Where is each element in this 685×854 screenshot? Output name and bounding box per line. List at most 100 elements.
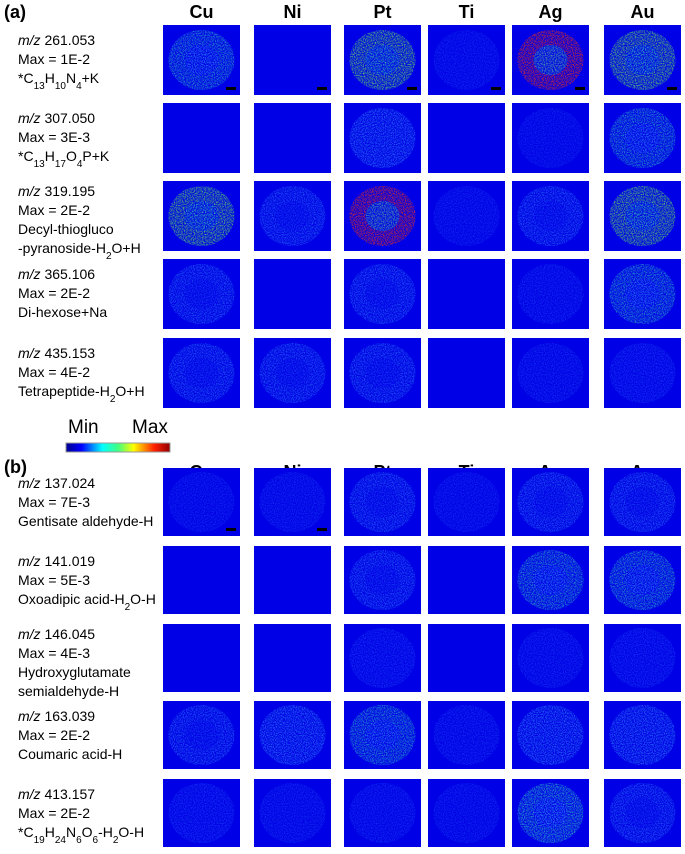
image-background [254, 25, 331, 95]
image-signal [168, 472, 235, 532]
image-signal [259, 472, 326, 532]
inner-core [365, 798, 400, 828]
text-segment: m/z [18, 475, 41, 491]
inner-core [365, 123, 400, 153]
scale-bar [407, 87, 417, 90]
image-signal [609, 472, 676, 532]
image-background [254, 624, 331, 692]
ms-image [163, 701, 240, 769]
text-segment: m/z [18, 553, 41, 569]
ms-image [604, 103, 681, 173]
image-signal [168, 705, 235, 765]
text-segment: N [66, 70, 76, 86]
text-segment: 2 [110, 394, 116, 405]
row-label: m/z 319.195 Max = 2E-2 Decyl-thiogluco -pyr… [18, 183, 141, 262]
image-signal [609, 705, 676, 765]
column-header: Cu [190, 2, 214, 22]
inner-core [625, 643, 660, 673]
inner-core [625, 279, 660, 309]
ms-image [163, 468, 240, 536]
ms-image [428, 181, 505, 251]
text-segment: m/z [18, 183, 41, 199]
ms-image [254, 624, 331, 692]
text-segment: P+K [82, 148, 110, 164]
text-segment: H [45, 148, 55, 164]
inner-core [449, 487, 484, 517]
ms-image [344, 624, 421, 692]
image-signal [259, 783, 326, 843]
panel-label: (b) [4, 457, 27, 477]
text-segment: H [45, 824, 55, 840]
image-signal [168, 30, 235, 90]
text-segment: m/z [18, 266, 41, 282]
image-signal [349, 186, 416, 246]
scale-bar [317, 87, 327, 90]
ms-image [254, 259, 331, 329]
panel-label: (a) [4, 2, 26, 22]
text-segment: Decyl-thiogluco [18, 221, 114, 237]
ms-image [254, 468, 331, 536]
image-background [254, 103, 331, 173]
image-signal [609, 550, 676, 610]
ms-image [604, 624, 681, 692]
image-signal [349, 343, 416, 403]
image-signal [168, 783, 235, 843]
text-segment: Max = 2E-2 [18, 727, 90, 743]
ms-image [428, 468, 505, 536]
ms-image [344, 259, 421, 329]
text-segment: 435.153 [41, 345, 96, 361]
image-signal [259, 186, 326, 246]
row-label: m/z 435.153 Max = 4E-2 Tetrapeptide-H2O+H [18, 345, 145, 405]
inner-core [184, 358, 219, 388]
text-segment: m/z [18, 708, 41, 724]
inner-core [184, 45, 219, 75]
ms-image [344, 701, 421, 769]
inner-core [449, 201, 484, 231]
inner-core [449, 720, 484, 750]
text-segment: Max = 2E-2 [18, 202, 90, 218]
ms-image [163, 779, 240, 847]
text-segment: O-H [130, 591, 156, 607]
scale-bar [667, 87, 677, 90]
inner-core [533, 643, 568, 673]
ms-image [344, 546, 421, 614]
text-segment: m/z [18, 786, 41, 802]
row-label: m/z 365.106 Max = 2E-2 Di-hexose+Na [18, 266, 107, 320]
text-segment: 4 [76, 81, 82, 92]
text-segment: *C [18, 148, 34, 164]
ms-image [512, 468, 589, 536]
text-segment: 413.157 [41, 786, 96, 802]
image-signal [349, 783, 416, 843]
text-segment: Max = 4E-2 [18, 364, 90, 380]
inner-core [365, 358, 400, 388]
row-label: m/z 413.157 Max = 2E-2 *C19H24N6O6-H2O-H [18, 786, 144, 846]
text-segment: 6 [76, 835, 82, 846]
image-signal [259, 343, 326, 403]
text-segment: Max = 2E-2 [18, 285, 90, 301]
ms-image [428, 624, 505, 692]
ms-image [604, 181, 681, 251]
ms-image [254, 546, 331, 614]
text-segment: m/z [18, 345, 41, 361]
image-signal [517, 108, 584, 168]
inner-core [625, 565, 660, 595]
image-signal [517, 343, 584, 403]
ms-image [254, 103, 331, 173]
inner-core [365, 565, 400, 595]
inner-core [625, 798, 660, 828]
ms-image [254, 779, 331, 847]
scale-bar [491, 87, 501, 90]
ms-image [604, 468, 681, 536]
text-segment: Gentisate aldehyde-H [18, 513, 153, 529]
ms-image [428, 259, 505, 329]
text-segment: 2 [113, 835, 119, 846]
text-segment: 137.024 [41, 475, 96, 491]
inner-core [449, 45, 484, 75]
text-segment: O [82, 824, 93, 840]
image-background [428, 259, 505, 329]
image-signal [433, 30, 500, 90]
ms-image [163, 25, 240, 95]
text-segment: 6 [93, 835, 99, 846]
image-signal [517, 783, 584, 843]
